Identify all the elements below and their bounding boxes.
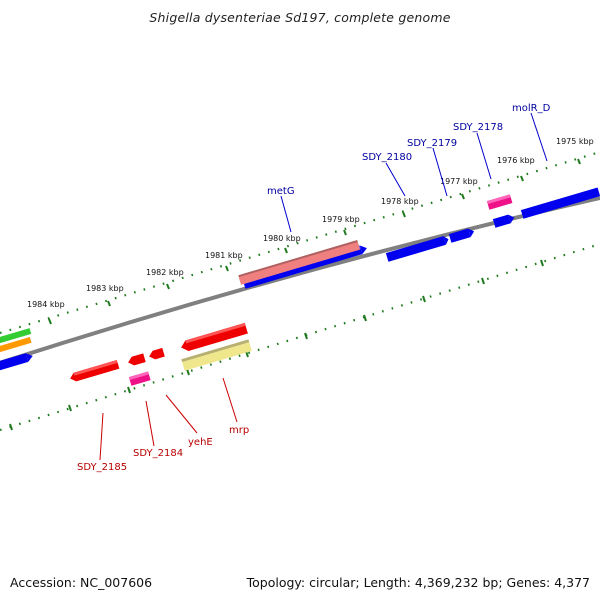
leader-SDY_2185 — [99, 412, 104, 461]
tick-label-1981: 1981 kbp — [205, 251, 243, 260]
leader-SDY_2184 — [145, 400, 155, 447]
gene-label-SDY_2185: SDY_2185 — [77, 462, 127, 473]
leader-SDY_2178 — [476, 132, 492, 180]
gene-label-metG: metG — [267, 186, 295, 197]
leader-mrp — [222, 377, 238, 423]
tick-label-1975: 1975 kbp — [556, 137, 594, 146]
leader-SDY_2180 — [385, 162, 406, 197]
tick-label-1980: 1980 kbp — [263, 234, 301, 243]
gene-label-yehE: yehE — [188, 437, 213, 448]
gene-label-SDY_2184: SDY_2184 — [133, 448, 183, 459]
leader-molR_D — [530, 112, 548, 162]
feature-cds-forward-5 — [520, 187, 600, 219]
feature-cds-forward-3 — [448, 228, 475, 243]
accession-text: Accession: NC_007606 — [10, 575, 153, 590]
tick-label-1979: 1979 kbp — [322, 215, 360, 224]
feature-mrp-khaki — [181, 339, 252, 371]
tick-label-1982: 1982 kbp — [146, 268, 184, 277]
map-title: Shigella dysenteriae Sd197, complete gen… — [149, 10, 451, 25]
feature-left-orange — [0, 337, 32, 354]
feature-left-blue — [0, 353, 33, 372]
feature-yehE-red — [149, 347, 165, 360]
feature-SDY_2184-pink — [128, 371, 151, 386]
gene-label-SDY_2180: SDY_2180 — [362, 152, 412, 163]
outer-major-ticks — [48, 158, 581, 325]
feature-SDY_2185-red — [70, 359, 120, 382]
gene-label-SDY_2179: SDY_2179 — [407, 138, 457, 149]
gene-label-mrp: mrp — [229, 425, 249, 436]
tick-label-1983: 1983 kbp — [86, 284, 124, 293]
feature-metG-salmon — [238, 240, 361, 285]
feature-left-green — [0, 328, 32, 345]
feature-cds-forward-4 — [492, 214, 515, 228]
feature-SDY_2184-red — [128, 353, 146, 366]
leader-metG — [280, 195, 292, 233]
inner-major-ticks — [9, 259, 544, 431]
genome-backbone — [0, 196, 600, 365]
feature-mrp-red — [181, 322, 248, 352]
leader-yehE — [165, 394, 198, 434]
topology-text: Topology: circular; Length: 4,369,232 bp… — [246, 575, 590, 590]
tick-label-1976: 1976 kbp — [497, 156, 535, 165]
tick-label-1977: 1977 kbp — [440, 177, 478, 186]
gene-label-SDY_2178: SDY_2178 — [453, 122, 503, 133]
gene-label-molR_D: molR_D — [512, 103, 551, 114]
leader-SDY_2179 — [432, 147, 448, 197]
feature-cds-forward-2 — [385, 236, 449, 262]
tick-label-1984: 1984 kbp — [27, 300, 65, 309]
feature-SDY_2178-pink — [486, 194, 513, 210]
tick-label-1978: 1978 kbp — [381, 197, 419, 206]
